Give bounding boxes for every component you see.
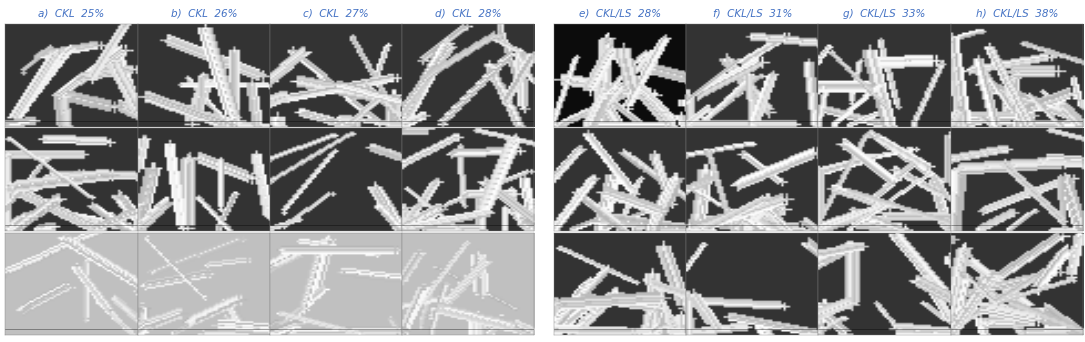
Text: d)  CKL  28%: d) CKL 28% — [435, 9, 501, 19]
Text: e)  CKL/LS  28%: e) CKL/LS 28% — [579, 9, 661, 19]
Text: a)  CKL  25%: a) CKL 25% — [38, 9, 104, 19]
Text: g)  CKL/LS  33%: g) CKL/LS 33% — [843, 9, 926, 19]
Text: h)  CKL/LS  38%: h) CKL/LS 38% — [975, 9, 1058, 19]
Text: c)  CKL  27%: c) CKL 27% — [303, 9, 369, 19]
Text: b)  CKL  26%: b) CKL 26% — [170, 9, 237, 19]
Text: f)  CKL/LS  31%: f) CKL/LS 31% — [713, 9, 792, 19]
